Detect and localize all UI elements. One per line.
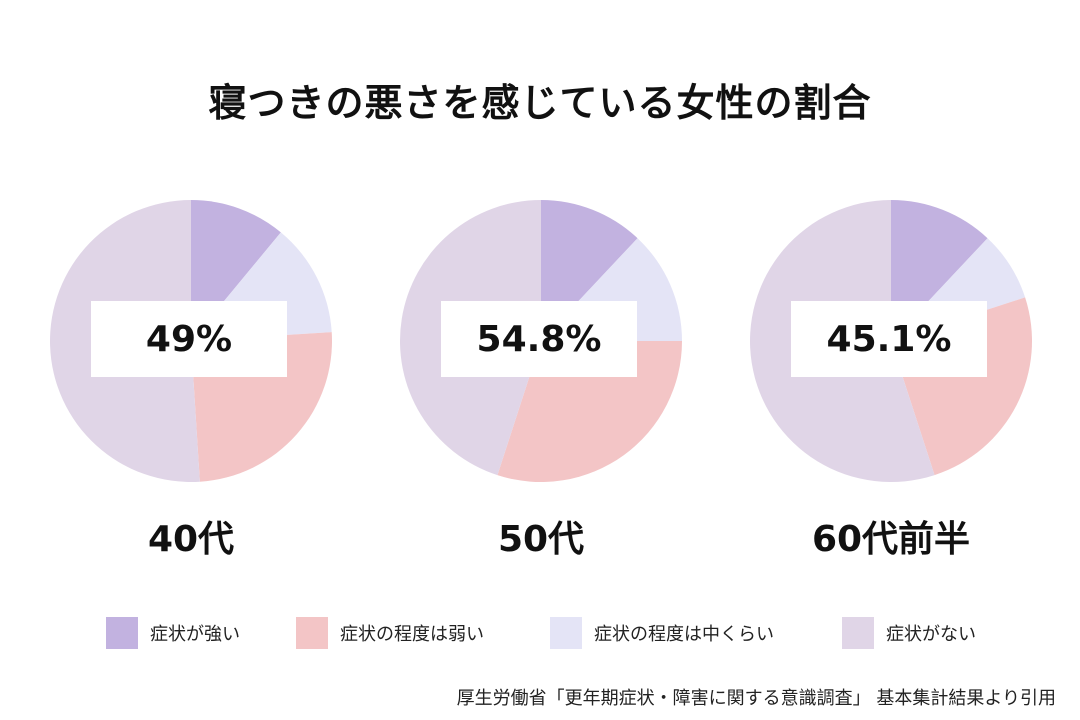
chart-title: 寝つきの悪さを感じている女性の割合 [208, 81, 872, 125]
percentage-box: 45.1% [791, 301, 987, 377]
pie-chart-60s: 45.1% [748, 198, 1034, 484]
pie-chart-40s: 49% [48, 198, 334, 484]
pie-chart-50s: 54.8% [398, 198, 684, 484]
legend-label: 症状が強い [150, 624, 240, 645]
legend-label: 症状の程度は弱い [340, 624, 484, 645]
legend-label: 症状がない [886, 624, 976, 645]
legend-label: 症状の程度は中くらい [594, 624, 774, 645]
age-label-60s: 60代前半 [811, 519, 971, 560]
legend-item-none: 症状がない [842, 617, 976, 649]
legend-swatch [106, 617, 138, 649]
legend-item-mild: 症状の程度は弱い [296, 617, 484, 649]
legend-item-strong: 症状が強い [106, 617, 240, 649]
legend-item-moderate: 症状の程度は中くらい [550, 617, 774, 649]
age-label-40s: 40代 [147, 519, 235, 560]
percentage-value: 54.8% [476, 318, 602, 360]
percentage-value: 45.1% [826, 318, 952, 360]
legend-swatch [550, 617, 582, 649]
percentage-box: 49% [91, 301, 287, 377]
legend-swatch [296, 617, 328, 649]
age-label-50s: 50代 [497, 519, 585, 560]
source-citation: 厚生労働省「更年期症状・障害に関する意識調査」 基本集計結果より引用 [456, 688, 1056, 709]
legend: 症状が強い 症状の程度は弱い 症状の程度は中くらい 症状がない [106, 617, 1006, 651]
legend-swatch [842, 617, 874, 649]
percentage-value: 49% [145, 318, 233, 360]
percentage-box: 54.8% [441, 301, 637, 377]
